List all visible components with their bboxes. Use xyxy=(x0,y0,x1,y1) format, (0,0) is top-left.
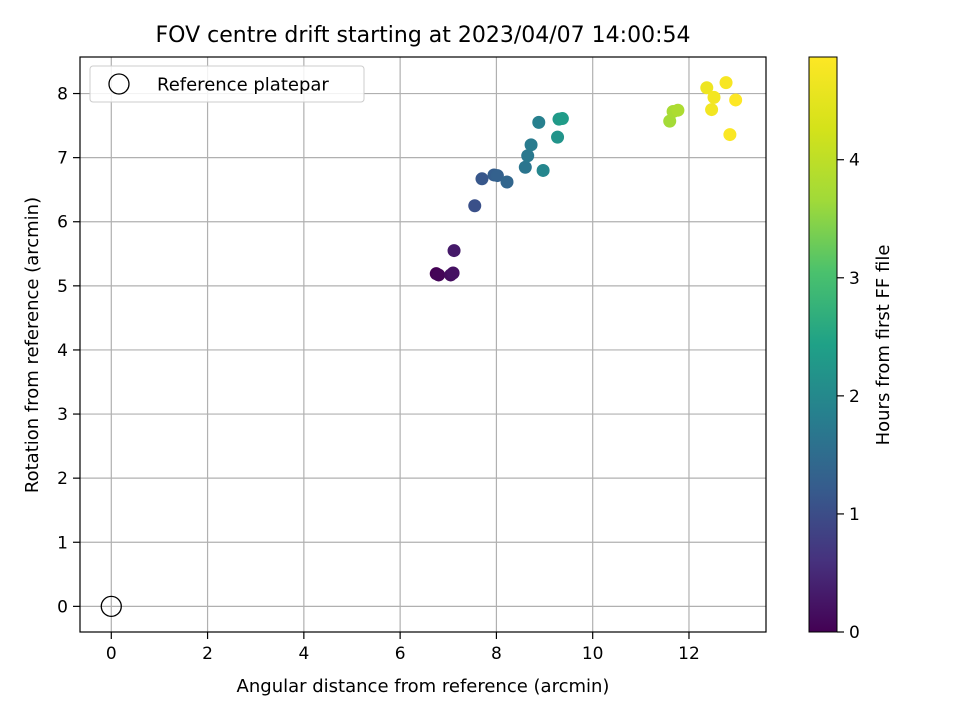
colorbar-tick-label: 4 xyxy=(849,151,860,171)
data-point xyxy=(446,266,460,280)
x-tick-label: 12 xyxy=(678,644,700,664)
data-point xyxy=(500,175,514,189)
data-point xyxy=(671,103,685,117)
legend: Reference platepar xyxy=(89,65,365,103)
colorbar-tick-label: 3 xyxy=(849,269,860,289)
data-point xyxy=(532,115,546,129)
data-point xyxy=(475,172,489,186)
x-tick-label: 6 xyxy=(395,644,406,664)
colorbar-tick-label: 2 xyxy=(849,387,860,407)
x-axis-label: Angular distance from reference (arcmin) xyxy=(237,676,610,697)
plot-frame xyxy=(79,56,767,633)
y-tick-label: 7 xyxy=(57,149,68,169)
colorbar: 0 1 2 3 4 Hours from first FF file xyxy=(808,56,894,643)
x-tick-label: 10 xyxy=(582,644,604,664)
y-tick-label: 4 xyxy=(57,341,68,361)
data-point xyxy=(432,268,446,282)
legend-entry-reference: Reference platepar xyxy=(157,75,329,96)
y-tick-label: 0 xyxy=(57,597,68,617)
data-point xyxy=(700,81,714,95)
data-point xyxy=(518,160,532,174)
data-point xyxy=(707,90,721,104)
y-axis-label: Rotation from reference (arcmin) xyxy=(22,197,43,493)
colorbar-gradient xyxy=(808,56,838,633)
data-point xyxy=(536,163,550,177)
y-tick-label: 1 xyxy=(57,533,68,553)
colorbar-label: Hours from first FF file xyxy=(873,245,894,446)
data-points xyxy=(100,76,743,618)
chart-title: FOV centre drift starting at 2023/04/07 … xyxy=(156,23,691,48)
colorbar-tick-label: 1 xyxy=(849,505,860,525)
data-point xyxy=(468,199,482,213)
data-point xyxy=(521,149,535,163)
reference-point-marker xyxy=(100,595,122,618)
colorbar-tick-label: 0 xyxy=(849,623,860,643)
data-point xyxy=(555,112,569,126)
y-tick-label: 3 xyxy=(57,405,68,425)
data-point xyxy=(490,169,504,183)
legend-marker-circle-icon xyxy=(108,73,130,95)
colorbar-ticks: 0 1 2 3 4 xyxy=(837,151,860,643)
x-tick-label: 8 xyxy=(491,644,502,664)
y-tick-label: 5 xyxy=(57,277,68,297)
y-tick-label: 2 xyxy=(57,469,68,489)
data-point xyxy=(729,93,743,107)
y-tick-label: 8 xyxy=(57,85,68,105)
data-point xyxy=(447,244,461,258)
x-tick-label: 2 xyxy=(202,644,213,664)
grid xyxy=(80,57,766,632)
data-point xyxy=(551,130,565,144)
y-tick-label: 6 xyxy=(57,213,68,233)
legend-box xyxy=(89,65,365,103)
data-point xyxy=(723,128,737,142)
data-point xyxy=(524,138,538,152)
x-tick-label: 4 xyxy=(298,644,309,664)
data-point xyxy=(719,76,733,90)
data-point xyxy=(705,103,719,117)
x-tick-label: 0 xyxy=(106,644,117,664)
